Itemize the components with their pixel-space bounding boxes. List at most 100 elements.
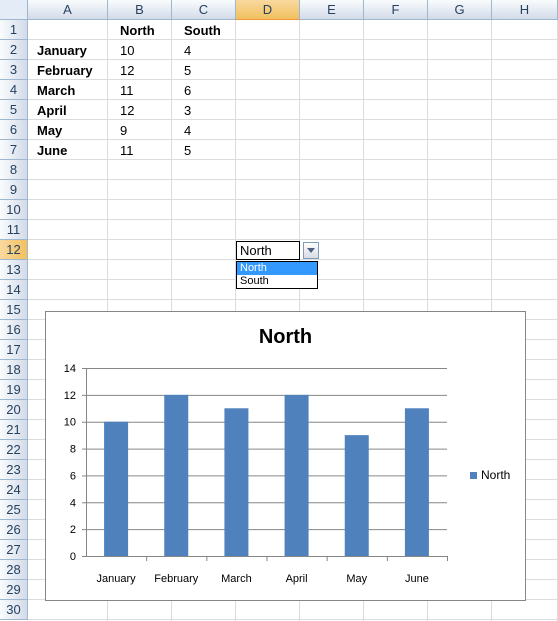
- row-header-1[interactable]: 1: [0, 20, 28, 40]
- row-header-30[interactable]: 30: [0, 600, 28, 620]
- gridline-horizontal: [28, 239, 558, 240]
- row-header-10[interactable]: 10: [0, 200, 28, 220]
- month-cell[interactable]: May: [37, 123, 63, 138]
- header-north[interactable]: North: [120, 23, 155, 38]
- month-cell[interactable]: June: [37, 143, 68, 158]
- south-value-cell[interactable]: 6: [184, 83, 192, 98]
- south-value-cell[interactable]: 4: [184, 123, 192, 138]
- gridline-horizontal: [28, 139, 558, 140]
- row-header-3[interactable]: 3: [0, 60, 28, 80]
- row-header-8[interactable]: 8: [0, 160, 28, 180]
- gridline-horizontal: [28, 219, 558, 220]
- y-tick-label: 6: [70, 470, 76, 482]
- row-header-18[interactable]: 18: [0, 360, 28, 380]
- y-tick-label: 8: [70, 444, 76, 456]
- column-header-h[interactable]: H: [492, 0, 558, 20]
- bar-chart[interactable]: North 0 2 4 6 8 10 12 14 January February March Apr…: [45, 311, 526, 601]
- bar-june: [404, 408, 429, 556]
- x-tick-label: June: [405, 573, 429, 585]
- y-tick-label: 2: [70, 524, 76, 536]
- bar-february: [164, 394, 189, 556]
- row-header-26[interactable]: 26: [0, 520, 28, 540]
- gridline-horizontal: [28, 39, 558, 40]
- gridline-horizontal: [28, 299, 558, 300]
- south-value-cell[interactable]: 5: [184, 143, 192, 158]
- month-cell[interactable]: March: [37, 83, 76, 98]
- dropdown-option-north[interactable]: North: [237, 262, 317, 275]
- south-value-cell[interactable]: 3: [184, 103, 192, 118]
- y-tick-label: 0: [70, 551, 76, 563]
- row-header-7[interactable]: 7: [0, 140, 28, 160]
- row-header-23[interactable]: 23: [0, 460, 28, 480]
- row-header-13[interactable]: 13: [0, 260, 28, 280]
- row-header-28[interactable]: 28: [0, 560, 28, 580]
- north-value-cell[interactable]: 11: [120, 143, 134, 158]
- gridline-horizontal: [28, 119, 558, 120]
- dropdown-option-south[interactable]: South: [240, 275, 269, 287]
- south-value-cell[interactable]: 5: [184, 63, 192, 78]
- bar-january: [104, 421, 129, 556]
- column-header-f[interactable]: F: [364, 0, 428, 20]
- row-header-2[interactable]: 2: [0, 40, 28, 60]
- x-tick-label: March: [221, 573, 252, 585]
- north-value-cell[interactable]: 9: [120, 123, 128, 138]
- north-value-cell[interactable]: 11: [120, 83, 134, 98]
- row-header-11[interactable]: 11: [0, 220, 28, 240]
- row-header-9[interactable]: 9: [0, 180, 28, 200]
- north-value-cell[interactable]: 12: [120, 63, 135, 78]
- row-header-19[interactable]: 19: [0, 380, 28, 400]
- legend-swatch: [470, 471, 477, 479]
- bar-march: [224, 408, 249, 556]
- gridline-horizontal: [28, 159, 558, 160]
- gridline-horizontal: [28, 179, 558, 180]
- x-tick-label: January: [97, 573, 137, 585]
- x-tick-label: February: [154, 573, 199, 585]
- north-value-cell[interactable]: 12: [120, 103, 135, 118]
- gridline-horizontal: [28, 619, 558, 620]
- row-header-14[interactable]: 14: [0, 280, 28, 300]
- row-header-17[interactable]: 17: [0, 340, 28, 360]
- gridline-horizontal: [28, 99, 558, 100]
- bar-may: [344, 435, 369, 556]
- column-header-b[interactable]: B: [108, 0, 172, 20]
- month-cell[interactable]: January: [37, 43, 87, 58]
- y-tick-label: 4: [70, 497, 76, 509]
- column-header-c[interactable]: C: [172, 0, 236, 20]
- row-header-4[interactable]: 4: [0, 80, 28, 100]
- column-header-g[interactable]: G: [428, 0, 492, 20]
- row-header-20[interactable]: 20: [0, 400, 28, 420]
- north-value-cell[interactable]: 10: [120, 43, 135, 58]
- select-all-corner[interactable]: [0, 0, 28, 20]
- row-header-16[interactable]: 16: [0, 320, 28, 340]
- month-cell[interactable]: April: [37, 103, 67, 118]
- row-header-29[interactable]: 29: [0, 580, 28, 600]
- bar-april: [284, 394, 309, 556]
- row-header-27[interactable]: 27: [0, 540, 28, 560]
- column-header-e[interactable]: E: [300, 0, 364, 20]
- chart-plot-area: 0 2 4 6 8 10 12 14 January February March April May J…: [64, 363, 448, 585]
- dropdown-list: North South: [236, 261, 318, 289]
- month-cell[interactable]: February: [37, 63, 93, 78]
- gridline-horizontal: [28, 79, 558, 80]
- gridline-horizontal: [28, 199, 558, 200]
- row-header-24[interactable]: 24: [0, 480, 28, 500]
- y-tick-label: 10: [64, 417, 76, 429]
- row-header-12[interactable]: 12: [0, 240, 28, 260]
- region-combobox-input[interactable]: North: [236, 241, 300, 260]
- column-header-d[interactable]: D: [236, 0, 300, 20]
- y-tick-label: 12: [64, 390, 76, 402]
- row-header-15[interactable]: 15: [0, 300, 28, 320]
- row-header-5[interactable]: 5: [0, 100, 28, 120]
- y-tick-label: 14: [64, 363, 76, 375]
- row-header-22[interactable]: 22: [0, 440, 28, 460]
- south-value-cell[interactable]: 4: [184, 43, 192, 58]
- row-header-21[interactable]: 21: [0, 420, 28, 440]
- gridline-horizontal: [28, 59, 558, 60]
- row-header-6[interactable]: 6: [0, 120, 28, 140]
- chart-title: North: [258, 326, 313, 348]
- dropdown-arrow-button[interactable]: [303, 242, 319, 259]
- row-header-25[interactable]: 25: [0, 500, 28, 520]
- header-south[interactable]: South: [184, 23, 221, 38]
- column-header-a[interactable]: A: [28, 0, 108, 20]
